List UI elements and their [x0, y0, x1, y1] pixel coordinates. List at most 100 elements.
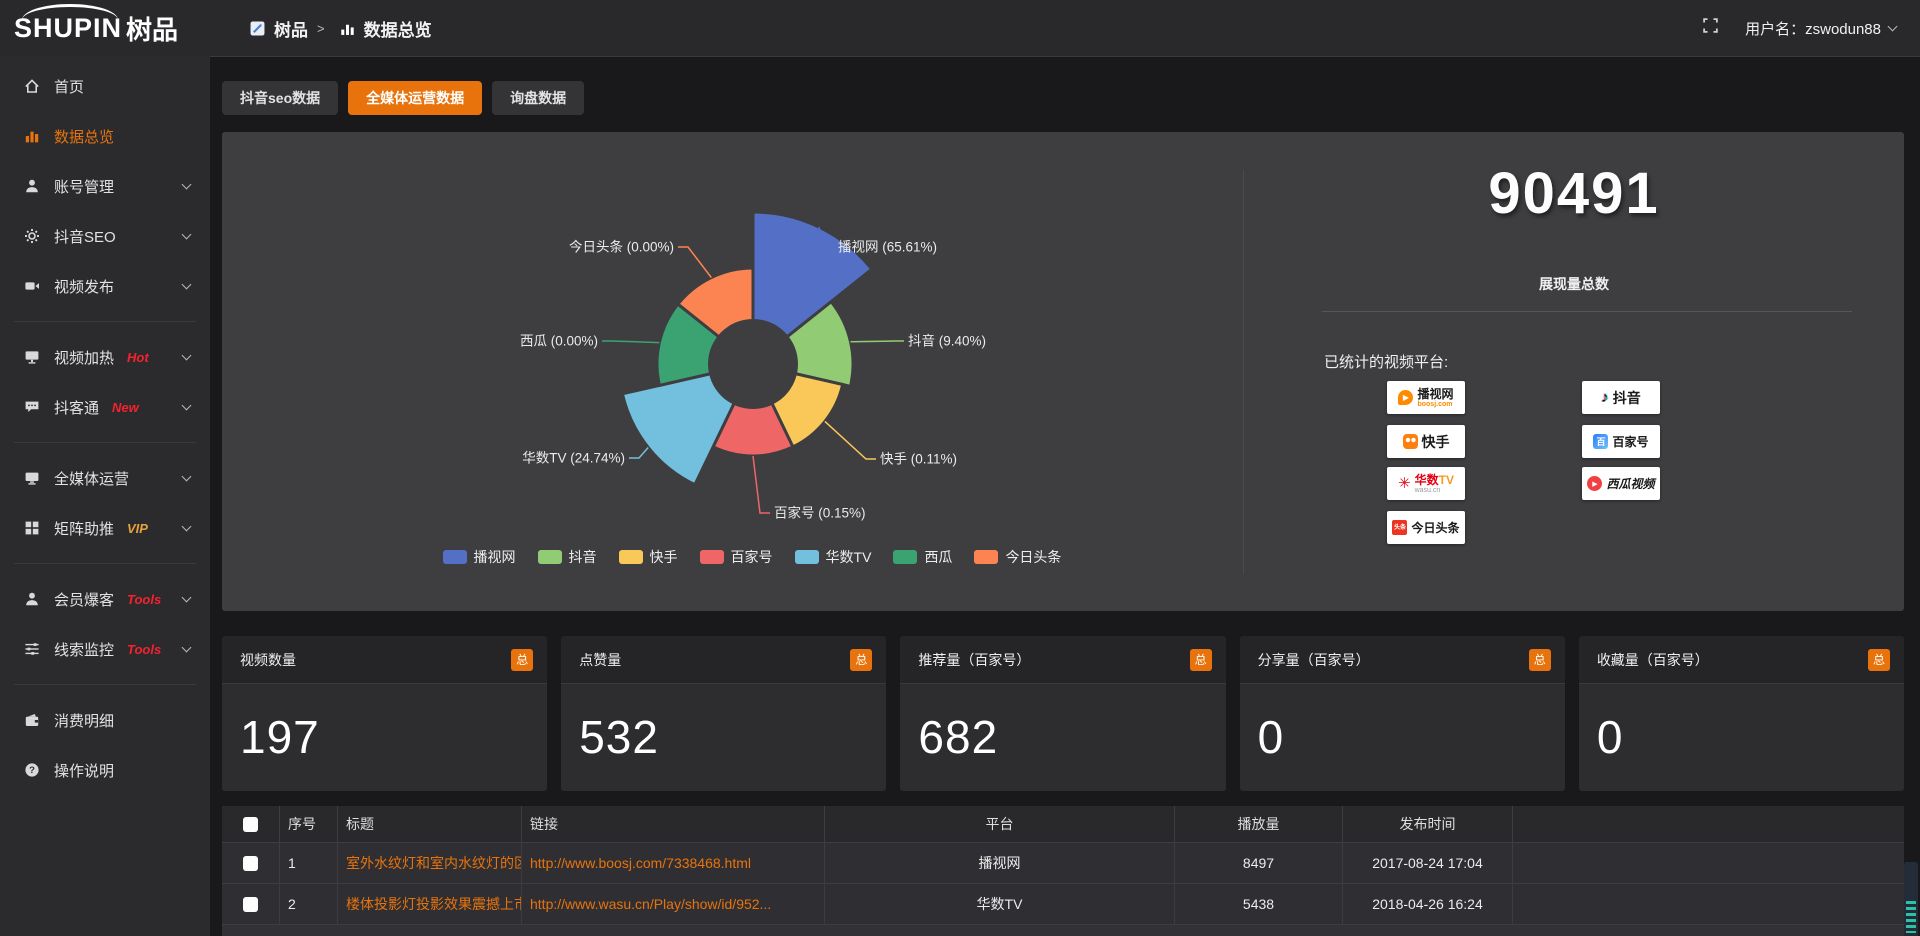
hot-badge: Hot: [127, 349, 149, 365]
video-url-link[interactable]: http://www.wasu.cn/Play/show/id/952...: [530, 896, 772, 912]
sidebar-item-clue-monitor[interactable]: 线索监控 Tools: [0, 624, 210, 674]
legend-item[interactable]: 西瓜: [893, 547, 952, 567]
topbar: SHUPIN 树品 树品 > 数据总览 用户名：zswodun88: [0, 0, 1920, 56]
sidebar-menu: 首页 数据总览 账号管理 抖音SEO 视频发布: [0, 61, 210, 795]
sidebar-item-video-heat[interactable]: 视频加热 Hot: [0, 332, 210, 382]
legend-item[interactable]: 播视网: [442, 547, 516, 567]
wallet-icon: [24, 712, 40, 728]
pie-label-line: [752, 455, 770, 514]
sidebar-item-label: 消费明细: [54, 712, 115, 730]
home-icon: [24, 78, 40, 94]
legend-label: 西瓜: [924, 549, 953, 565]
sidebar-item-omni-media[interactable]: 全媒体运营: [0, 453, 210, 503]
sidebar-item-label: 全媒体运营: [54, 470, 130, 488]
sidebar: 首页 数据总览 账号管理 抖音SEO 视频发布: [0, 56, 210, 936]
legend-swatch: [974, 550, 999, 564]
user-menu[interactable]: 用户名：zswodun88: [1745, 18, 1898, 39]
bar-chart-icon: [24, 128, 40, 144]
chevron-down-icon: [181, 471, 192, 481]
sidebar-item-account[interactable]: 账号管理: [0, 161, 210, 211]
platform-sub: wasu.cn: [1414, 486, 1441, 494]
card-title: 点赞量: [579, 651, 622, 668]
video-url-link[interactable]: http://www.boosj.com/7338468.html: [530, 855, 752, 871]
pie-label: 抖音 (9.40%): [908, 333, 986, 349]
pie-label: 百家号 (0.15%): [774, 505, 866, 521]
stat-card-likes: 点赞量 总 532: [561, 636, 887, 791]
legend-item[interactable]: 抖音: [537, 547, 597, 567]
sidebar-item-douketong[interactable]: 抖客通 New: [0, 382, 210, 432]
chevron-down-icon: [181, 592, 192, 602]
sidebar-item-label: 抖音SEO: [54, 228, 116, 246]
col-header-time: 发布时间: [1343, 806, 1513, 842]
sidebar-item-matrix-boost[interactable]: 矩阵助推 VIP: [0, 503, 210, 553]
row-checkbox[interactable]: [243, 896, 258, 912]
sidebar-item-label: 矩阵助推: [54, 520, 115, 538]
platform-name-suffix: TV: [1438, 472, 1454, 487]
sliders-icon: [24, 641, 40, 657]
sidebar-item-label: 视频加热: [54, 349, 115, 367]
sidebar-item-home[interactable]: 首页: [0, 61, 210, 111]
tab-douyin-seo-data[interactable]: 抖音seo数据: [222, 81, 339, 115]
xigua-icon: ▶: [1587, 476, 1603, 491]
chevron-down-icon: [181, 642, 192, 652]
cell-no: 2: [280, 884, 338, 924]
pie-label: 今日头条 (0.00%): [569, 239, 674, 255]
chat-bubble-icon: [24, 399, 40, 415]
legend-item[interactable]: 百家号: [699, 547, 773, 567]
legend-label: 抖音: [568, 549, 597, 565]
rose-pie-chart: 播视网 (65.61%) 抖音 (9.40%) 快手 (0.11%) 百家号 (0.1…: [520, 210, 986, 521]
topbar-right: 用户名：zswodun88: [1702, 0, 1898, 56]
chevron-down-icon: [181, 400, 192, 410]
platform-name: 今日头条: [1411, 521, 1460, 535]
sidebar-item-help[interactable]: ? 操作说明: [0, 745, 210, 795]
card-title: 分享量（百家号）: [1257, 651, 1370, 668]
card-title: 推荐量（百家号）: [918, 651, 1031, 668]
sidebar-item-video-publish[interactable]: 视频发布: [0, 261, 210, 311]
select-all-checkbox[interactable]: [243, 816, 258, 832]
col-header-title: 标题: [338, 806, 522, 842]
platform-badge-douyin: ♪ 抖音: [1582, 381, 1660, 414]
card-value: 0: [1257, 711, 1285, 763]
sidebar-item-member-leads[interactable]: 会员爆客 Tools: [0, 574, 210, 624]
floating-widget[interactable]: [1904, 862, 1918, 936]
toutiao-icon: 头条: [1392, 520, 1408, 535]
sidebar-item-spend-detail[interactable]: 消费明细: [0, 695, 210, 745]
video-title-link[interactable]: 楼体投影灯投影效果震撼上市: [346, 896, 522, 912]
tab-omni-media-data[interactable]: 全媒体运营数据: [348, 81, 483, 115]
row-checkbox[interactable]: [243, 855, 258, 871]
platform-sub: boosj.com: [1417, 400, 1453, 408]
fullscreen-icon[interactable]: [1702, 17, 1719, 39]
legend-item[interactable]: 今日头条: [974, 547, 1061, 567]
pie-label-line: [850, 340, 904, 343]
platform-badge-wasu: ✳ 华数TV wasu.cn: [1387, 467, 1465, 500]
tab-inquiry-data[interactable]: 询盘数据: [492, 81, 585, 115]
pie-label-line: [602, 340, 660, 344]
sidebar-item-data-overview[interactable]: 数据总览: [0, 111, 210, 161]
pie-label-line: [678, 246, 712, 278]
pie-slice[interactable]: [711, 360, 795, 458]
legend-item[interactable]: 快手: [618, 547, 678, 567]
breadcrumb-root[interactable]: 树品: [274, 20, 308, 40]
tools-badge: Tools: [127, 641, 162, 657]
video-title-link[interactable]: 室外水纹灯和室内水纹灯的区别和简介: [346, 855, 521, 871]
card-value: 0: [1596, 711, 1624, 763]
chevron-down-icon: [1887, 21, 1898, 31]
pie-label-line: [818, 226, 834, 248]
total-badge: 总: [511, 648, 534, 671]
cell-plays: 8497: [1175, 843, 1343, 883]
legend-item[interactable]: 华数TV: [794, 547, 871, 567]
pie-slice[interactable]: [751, 210, 874, 368]
platform-badge-baijiahao: 百 百家号: [1582, 425, 1660, 458]
main-content: 抖音seo数据 全媒体运营数据 询盘数据 播视网 (65.61%) 抖音 (9.4…: [210, 56, 1920, 936]
platform-name: 华数: [1414, 472, 1439, 487]
pie-label: 西瓜 (0.00%): [520, 334, 598, 349]
boosj-icon: ▶: [1398, 390, 1414, 405]
pie-label-line: [629, 447, 649, 459]
legend-label: 播视网: [473, 549, 516, 565]
user-icon: [24, 178, 40, 194]
col-header-link: 链接: [522, 806, 825, 842]
legend-swatch: [618, 550, 643, 564]
sidebar-item-douyin-seo[interactable]: 抖音SEO: [0, 211, 210, 261]
breadcrumb-separator: >: [317, 20, 325, 36]
legend-swatch: [537, 550, 562, 564]
